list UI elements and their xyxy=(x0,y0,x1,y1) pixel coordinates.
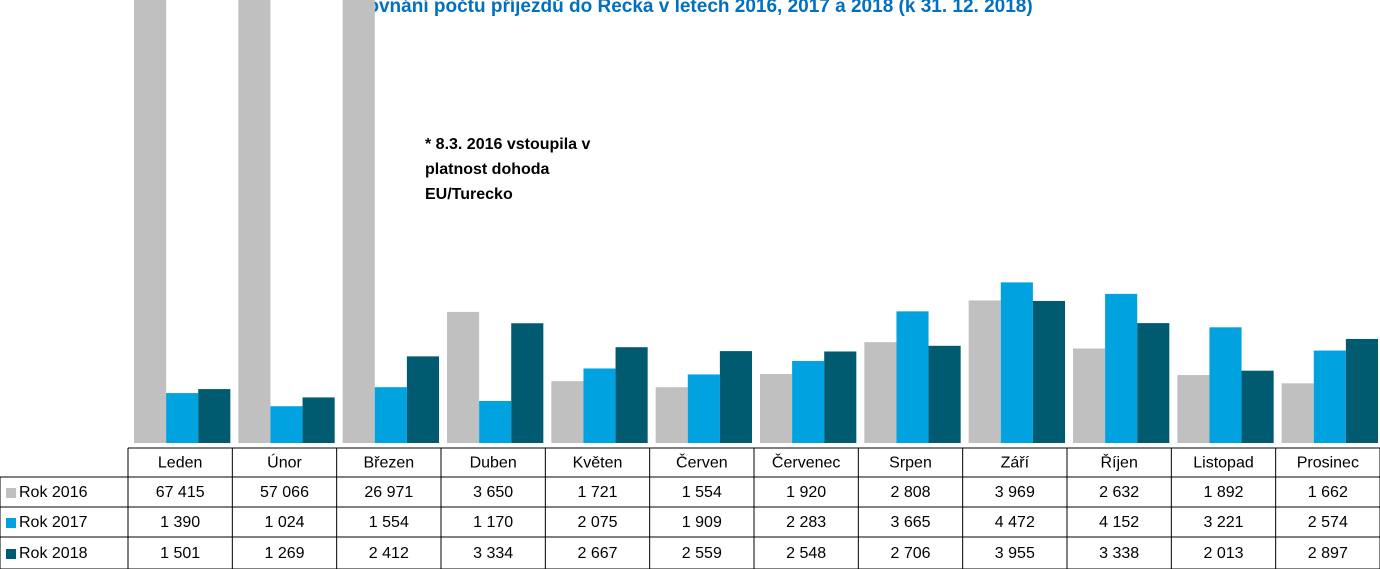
x-tick-label: Srpen xyxy=(889,455,932,472)
x-tick-label: Prosinec xyxy=(1297,455,1359,472)
bar xyxy=(302,397,335,443)
x-tick-label: Leden xyxy=(158,455,203,472)
bar xyxy=(687,374,720,443)
x-tick-label: Duben xyxy=(470,455,517,472)
data-label: 1 501 xyxy=(160,545,200,562)
data-label: 3 650 xyxy=(473,484,513,501)
bar xyxy=(374,387,407,443)
data-label: 57 066 xyxy=(260,484,309,501)
data-label: 1 662 xyxy=(1308,484,1348,501)
bar xyxy=(479,400,512,443)
x-tick-label: Únor xyxy=(267,453,302,472)
bar xyxy=(1177,375,1210,443)
x-tick-label: Říjen xyxy=(1100,453,1137,472)
bar xyxy=(615,347,648,443)
bar xyxy=(1073,348,1106,443)
bar xyxy=(1137,323,1170,443)
bar xyxy=(198,389,231,443)
bar xyxy=(406,356,439,443)
data-label: 2 667 xyxy=(577,545,617,562)
legend-label: Rok 2017 xyxy=(19,514,88,531)
data-label: 1 892 xyxy=(1203,484,1243,501)
data-label: 1 554 xyxy=(682,484,722,501)
data-label: 2 808 xyxy=(890,484,930,501)
data-label: 2 559 xyxy=(682,545,722,562)
data-label: 3 338 xyxy=(1099,545,1139,562)
x-tick-label: Listopad xyxy=(1193,455,1254,472)
data-label: 2 075 xyxy=(577,514,617,531)
data-label: 2 283 xyxy=(786,514,826,531)
bar xyxy=(824,351,857,443)
legend-label: Rok 2016 xyxy=(19,484,88,501)
data-label: 3 334 xyxy=(473,545,513,562)
data-label: 67 415 xyxy=(156,484,205,501)
annotation: * 8.3. 2016 vstoupila v xyxy=(425,136,591,153)
bar xyxy=(1313,350,1346,443)
x-tick-label: Červen xyxy=(676,453,728,472)
bar xyxy=(760,374,793,443)
data-label: 3 955 xyxy=(995,545,1035,562)
bar xyxy=(134,0,167,443)
data-label: 4 152 xyxy=(1099,514,1139,531)
bar xyxy=(1209,327,1242,443)
data-label: 1 269 xyxy=(264,545,304,562)
data-label: 2 574 xyxy=(1308,514,1348,531)
bar xyxy=(864,342,897,443)
bar xyxy=(792,361,825,443)
bar xyxy=(928,345,961,443)
bar xyxy=(270,406,303,443)
bar xyxy=(896,311,929,443)
bar xyxy=(1105,293,1138,443)
bar xyxy=(1000,282,1033,443)
bar xyxy=(1241,370,1274,443)
bar xyxy=(447,311,480,443)
data-label: 1 554 xyxy=(369,514,409,531)
data-label: 2 013 xyxy=(1203,545,1243,562)
data-label: 2 412 xyxy=(369,545,409,562)
data-label: 2 632 xyxy=(1099,484,1139,501)
bar xyxy=(719,351,752,443)
legend-label: Rok 2018 xyxy=(19,545,88,562)
x-tick-label: Březen xyxy=(363,455,414,472)
bar xyxy=(342,0,375,443)
annotation: platnost dohoda xyxy=(425,161,550,178)
data-label: 1 721 xyxy=(577,484,617,501)
data-label: 1 024 xyxy=(264,514,304,531)
bar xyxy=(511,323,544,443)
bar xyxy=(551,381,584,443)
data-label: 2 897 xyxy=(1308,545,1348,562)
data-label: 2 548 xyxy=(786,545,826,562)
chart-title: Srovnání počtu příjezdů do Řecka v letec… xyxy=(347,0,1032,17)
bar xyxy=(238,0,271,443)
x-tick-label: Září xyxy=(1001,455,1030,472)
bar xyxy=(583,368,616,443)
legend-swatch xyxy=(6,518,16,528)
legend-swatch xyxy=(6,549,16,559)
data-label: 2 706 xyxy=(890,545,930,562)
x-tick-label: Květen xyxy=(573,455,623,472)
bar xyxy=(655,387,688,443)
legend-swatch xyxy=(6,488,16,498)
bar xyxy=(968,300,1001,443)
bar xyxy=(1281,383,1314,443)
data-label: 3 665 xyxy=(890,514,930,531)
data-label: 3 221 xyxy=(1203,514,1243,531)
x-tick-label: Červenec xyxy=(772,453,840,472)
annotation: EU/Turecko xyxy=(425,186,513,203)
data-label: 1 170 xyxy=(473,514,513,531)
bar xyxy=(1032,300,1065,443)
bar xyxy=(1345,338,1378,443)
data-label: 1 920 xyxy=(786,484,826,501)
data-label: 4 472 xyxy=(995,514,1035,531)
data-label: 26 971 xyxy=(364,484,413,501)
data-label: 3 969 xyxy=(995,484,1035,501)
bar xyxy=(166,393,199,443)
data-label: 1 909 xyxy=(682,514,722,531)
data-label: 1 390 xyxy=(160,514,200,531)
